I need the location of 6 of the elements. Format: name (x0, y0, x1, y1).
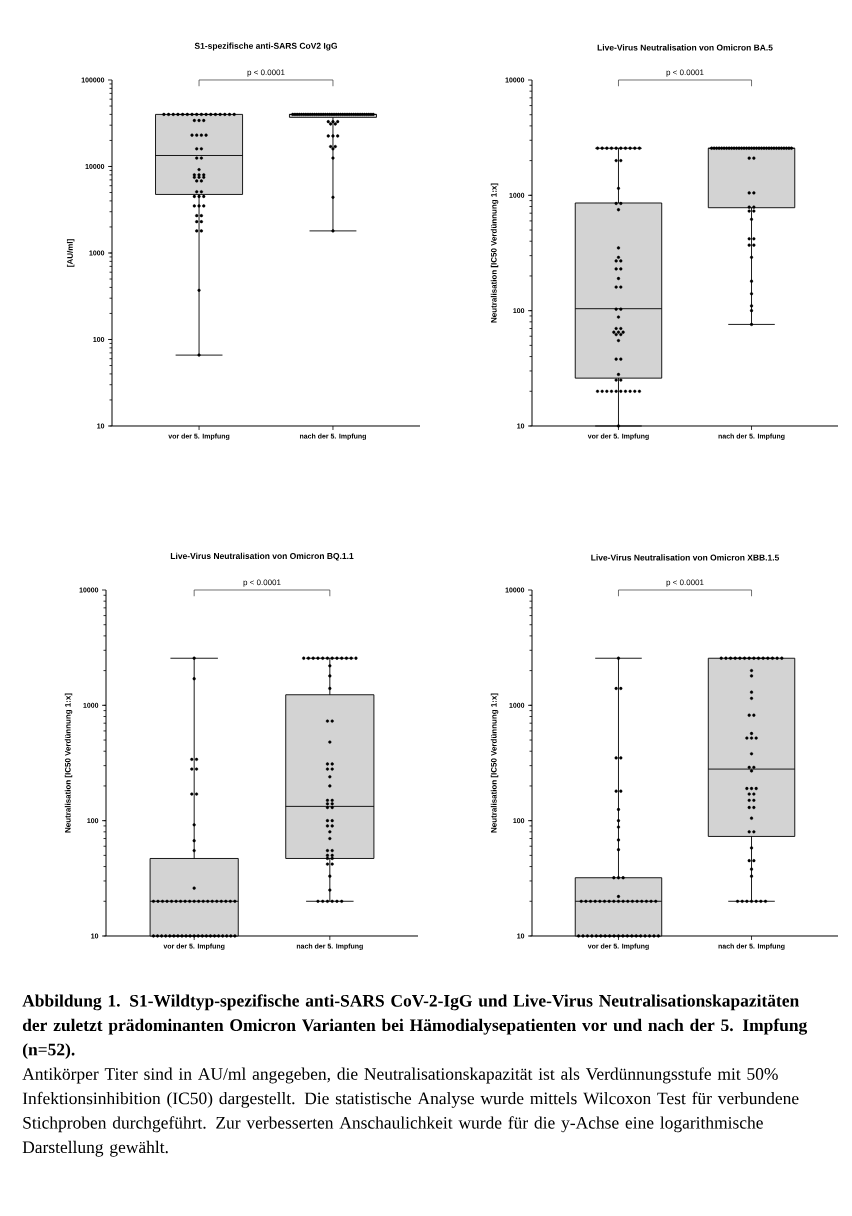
chart-title: S1-spezifische anti-SARS CoV2 IgG (194, 42, 337, 51)
chart-title: Live-Virus Neutralisation von Omicron XBB.1.5 (591, 554, 780, 561)
text: Antikörper Titer sind in AU/ml angegeben, die Neutralisationskapazität ist als Verdünnungsstufe mit 50% Infektionsinhibition (IC50) dargestellt. Die statistische Analyse wurde mittels Wilcoxon Test für verbundene Stichproben durchgeführt. Zur verbesserten Anschaulichkeit wurde für die y-Achse eine logarithmische Darstellung gewählt. (22, 1067, 799, 1157)
text: Abbildung 1. S1-Wildtyp-spezifische anti-SARS CoV-2-IgG und Live-Virus Neutralisationskapazitäten der zuletzt prädominanten Omicron Varianten bei Hämodialysepatienten vor und nach der 5. Impfung (n=52). (22, 994, 808, 1060)
chart-title: Live-Virus Neutralisation von Omicron BA.5 (597, 44, 773, 51)
chart-title: Live-Virus Neutralisation von Omicron BQ.1.1 (170, 552, 354, 561)
